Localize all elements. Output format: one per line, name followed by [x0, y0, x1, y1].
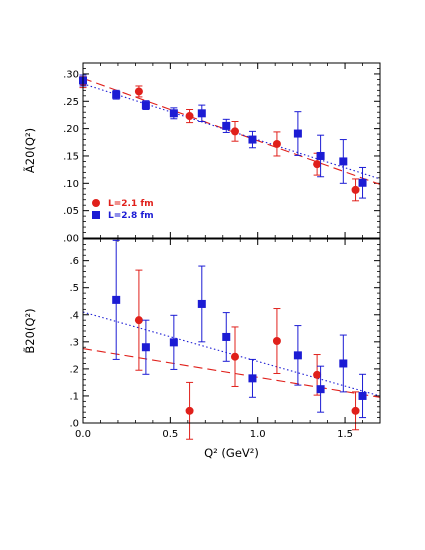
red-circle-marker: [351, 185, 360, 194]
top-y-axis-label: Ã20(Q²): [22, 128, 37, 173]
y-tick-label: .6: [69, 256, 79, 267]
red-circle-marker: [313, 370, 322, 379]
bottom-x-tick-labels: 0.0 0.5 1.0 1.5: [75, 429, 353, 440]
y-tick-label: .5: [69, 283, 79, 294]
y-tick-label: .4: [69, 310, 79, 321]
top-plot-frame: [82, 62, 381, 239]
legend-marker-blue-square: [92, 211, 100, 219]
bottom-fit-lines: [82, 311, 381, 398]
blue-square-marker: [197, 299, 206, 308]
y-tick-label: .25: [63, 97, 79, 108]
bottom-tick-marks: [82, 238, 381, 424]
y-tick-label: .10: [63, 179, 79, 190]
bottom-data-points: [112, 239, 367, 440]
red-circle-marker: [230, 127, 239, 136]
blue-square-marker: [141, 101, 150, 110]
bottom-y-axis-label: B̃20(Q²): [23, 308, 37, 353]
bottom-panel: .0 .1 .2 .3 .4 .5 .6 0.0 0.5 1.0 1.5 B̃20(Q²) Q² …: [23, 238, 381, 460]
x-tick-label: 1.0: [250, 429, 266, 440]
bottom-y-tick-labels: .0 .1 .2 .3 .4 .5 .6: [69, 256, 79, 429]
x-tick-label: 0.5: [162, 429, 178, 440]
blue-square-marker: [248, 374, 257, 383]
top-y-tick-labels: .00 .05 .10 .15 .20 .25 .30: [63, 69, 79, 244]
red-circle-marker: [272, 337, 281, 346]
y-tick-label: .2: [69, 364, 79, 375]
red-circle-marker: [185, 406, 194, 415]
blue-square-marker: [339, 359, 348, 368]
blue-square-marker: [222, 332, 231, 341]
dotted-fit-line: [82, 311, 381, 397]
blue-square-marker: [316, 385, 325, 394]
y-tick-label: .30: [63, 69, 79, 80]
blue-square-marker: [316, 151, 325, 160]
top-data-points: [79, 74, 367, 202]
red-circle-marker: [351, 406, 360, 415]
blue-square-marker: [112, 295, 121, 304]
blue-square-marker: [169, 109, 178, 118]
y-tick-label: .15: [63, 151, 79, 162]
x-tick-label: 1.5: [337, 429, 353, 440]
blue-square-marker: [358, 178, 367, 187]
blue-square-marker: [293, 351, 302, 360]
red-circle-marker: [272, 139, 281, 148]
legend-label-red: L=2.1 fm: [108, 199, 154, 209]
y-tick-label: .1: [69, 391, 79, 402]
blue-square-marker: [112, 90, 121, 99]
y-tick-label: .3: [69, 337, 79, 348]
y-tick-label: .20: [63, 124, 79, 135]
blue-square-marker: [358, 391, 367, 400]
red-circle-marker: [313, 160, 322, 169]
bottom-plot-frame: [82, 238, 381, 424]
x-axis-label: Q² (GeV²): [204, 446, 259, 460]
legend: L=2.1 fm L=2.8 fm: [92, 199, 154, 221]
blue-square-marker: [169, 338, 178, 347]
red-circle-marker: [185, 112, 194, 121]
x-tick-label: 0.0: [75, 429, 91, 440]
legend-marker-red-circle: [92, 199, 100, 207]
blue-square-marker: [248, 135, 257, 144]
red-circle-marker: [134, 316, 143, 325]
blue-square-marker: [197, 109, 206, 118]
y-tick-label: .00: [63, 234, 79, 245]
red-circle-marker: [134, 87, 143, 96]
blue-square-marker: [141, 343, 150, 352]
y-tick-label: .0: [69, 419, 79, 430]
dashed-fit-line: [82, 348, 381, 398]
top-panel: .00 .05 .10 .15 .20 .25 .30 Ã20(Q²) L=2.1 fm L…: [22, 62, 381, 245]
y-tick-label: .05: [63, 206, 79, 217]
blue-square-marker: [222, 121, 231, 130]
legend-label-blue: L=2.8 fm: [108, 211, 154, 221]
red-circle-marker: [230, 352, 239, 361]
blue-square-marker: [339, 157, 348, 166]
blue-square-marker: [293, 129, 302, 138]
